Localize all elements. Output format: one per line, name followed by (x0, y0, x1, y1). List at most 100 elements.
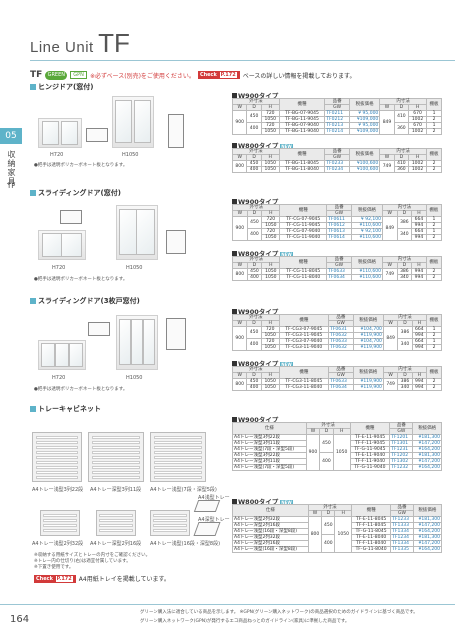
tray-drawer (35, 476, 79, 479)
tray-w800-title: W800タイプ NEW (232, 496, 293, 506)
sliding-w900-title: W900タイプ (232, 196, 278, 206)
hinge-w900-table: 外寸法 機種 品番 税抜価格 内寸法 棚板 W D H GW W D H 900 450 720 TF-BG… (231, 98, 442, 135)
table-row: A4トレー浅型(7段・深型5段) TF-G-11-9040 TF1232 ¥164,2… (232, 464, 442, 471)
tray-drawer (154, 446, 202, 449)
hinge-note: ●把手は透明ポリカーボネート板となります。 (34, 163, 128, 168)
sliding3-h1050-label: H1050 (126, 375, 143, 381)
table-row: 800 450 1050 TF-CG-11-8045 TF0633 ¥110,600 749… (232, 268, 443, 281)
tray-drawer (35, 456, 79, 459)
tray-drawer (99, 519, 133, 522)
hinge-h720-image (38, 118, 82, 148)
tray-drawer (92, 446, 140, 449)
check-badge: Check P.172 (197, 71, 240, 79)
tray-drawer (92, 436, 140, 439)
chapter-sub: TF (7, 182, 16, 190)
sliding-side-diagram (166, 230, 186, 254)
sliding3-w900-title: W900タイプ (232, 306, 278, 316)
sliding3-w800-table: 外寸法 機種 品番 税抜価格 内寸法 棚板 W D H GW W D H 800 450 1050 TF-C… (231, 366, 442, 391)
tray-drawer (154, 476, 202, 479)
tray-drawer (154, 456, 202, 459)
tray-drawer (154, 441, 202, 444)
table-row: A4トレー浅型(16段・深型8段) TF-G-11-8040 TF1335 ¥164,… (232, 546, 443, 553)
tray-drawer (35, 471, 79, 474)
tray-drawer (154, 471, 202, 474)
tray-section-title: トレーキャビネット (30, 404, 101, 414)
square-icon (30, 190, 36, 196)
green-logo-icon: GREEN (45, 70, 68, 80)
sliding-section-title: スライディングドア(窓付) (30, 188, 121, 198)
hinge-w800-title: W800タイプ NEW (232, 140, 293, 150)
tray-drawer (43, 529, 77, 532)
table-row: 1050 TF-CG3-11-9040 TF0632 ¥119,900 994 2 (233, 344, 442, 351)
sliding3-h720-label: H720 (52, 375, 66, 381)
tray-w800-table: 仕様 外寸法 機種 品番 税抜価格 W D H GW A4トレー浅型2列32段 800 450 10… (232, 504, 443, 553)
tray-image-1 (32, 432, 82, 482)
tray-drawer (43, 524, 77, 527)
chapter-tab: 05 (0, 128, 22, 144)
page-number: 164 (10, 614, 30, 625)
tray-drawer (43, 514, 77, 517)
square-icon (30, 406, 36, 412)
table-row: 400 1050 TF-CG-11-8040 TF0634 ¥110,600 340 994… (233, 274, 443, 281)
tray-label-5: A4トレー深型2列16段 (90, 541, 142, 547)
sliding-w900-table: 外寸法 機種 品番 税抜価格 内寸法 棚板 W D H GW W D H 900 450 720 TF-CG… (231, 204, 443, 241)
tray-image-2 (88, 432, 144, 482)
sliding-note: ●把手は透明ポリカーボネート板となります。 (34, 277, 128, 282)
tray-deep-diagram (193, 522, 221, 536)
tray-drawer (92, 456, 140, 459)
tray-label-6: A4トレー浅型(16段・深型8段) (150, 541, 221, 547)
footer-note-1: グリーン購入法に適合している商品を示します。 ※GPN(グリーン購入ネットワーク… (140, 610, 418, 615)
sliding3-w800-title: W800タイプ NEW (232, 358, 293, 368)
sliding-w800-table: 外寸法 機種 品番 税抜価格 内寸法 棚板 W D H GW W D H 800 450 1050 TF-C… (231, 256, 443, 281)
tray-drawer (92, 461, 140, 464)
table-row: 400 720 TF-BG-07-9040 TF0213 ¥ 95,000 360 670 1 (233, 122, 442, 135)
tray-drawer (154, 436, 202, 439)
check-text: ベースの詳しい情報を掲載しております。 (242, 72, 356, 80)
table-row: 1050 TF-BG-11-9040 TF0214 ¥109,000 1002 2 (233, 128, 442, 135)
sliding3-diagram (88, 322, 110, 336)
tray-drawer (35, 466, 79, 469)
square-icon (30, 84, 36, 90)
tray-drawer (99, 529, 133, 532)
sliding3-side-diagram (166, 318, 186, 350)
series-row: TF GREEN GPN ※必ずベース(別売)をご使用ください。 Check P… (30, 70, 355, 80)
tray-w900-table: 仕様 外寸法 機種 品番 税抜価格 W D H GW A4トレー浅型3列22段 900 450 10… (232, 422, 442, 471)
tray-image-4 (40, 510, 80, 536)
tray-shallow-label: A4浅型トレー (198, 495, 230, 501)
hinge-section-title: ヒンジドア(窓付) (30, 82, 93, 92)
tray-label-2: A4トレー深型3列11段 (90, 487, 142, 493)
square-icon (30, 298, 36, 304)
tray-drawer (154, 461, 202, 464)
sliding-h1050-image (116, 205, 158, 260)
tray-note-3: ※下置き使用です。 (34, 565, 74, 570)
hinge-side-diagram (168, 114, 184, 148)
tray-label-3: A4トレー浅型(7段・深型5段) (150, 487, 217, 493)
hinge-diagram (86, 128, 108, 142)
table-row: 800 450 1050 TF-CG3-11-8045 TF0633 ¥119,900 74… (231, 378, 442, 391)
table-row: 400 1050 TF-BG-11-8040 TF0234 ¥100,600 360 100… (233, 166, 442, 173)
title-prefix: Line Unit (30, 39, 94, 56)
tray-drawer (153, 514, 187, 517)
sliding-h720-image (38, 230, 86, 260)
footer-notes: グリーン購入法に適合している商品を示します。 ※GPN(グリーン購入ネットワーク… (140, 608, 418, 626)
tray-w900-title: W900タイプ (232, 414, 278, 424)
sliding3-h1050-image (116, 315, 158, 370)
page-title: Line Unit TF (30, 28, 130, 59)
hinge-w900-title: W900タイプ (232, 90, 278, 100)
tray-deep-label: A4深型トレー (198, 517, 230, 523)
table-row: A4トレー深型3列11段 TF-F-11-9045 TF1301 ¥147,200 (232, 440, 442, 447)
tray-image-6 (150, 510, 190, 536)
tray-drawer (92, 466, 140, 469)
tray-drawer (35, 461, 79, 464)
title-main: TF (98, 28, 130, 58)
hinge-h1050-label: H1050 (122, 152, 139, 158)
tray-drawer (92, 451, 140, 454)
tray-drawer (99, 524, 133, 527)
sliding3-section-title: スライディングドア(3枚戸窓付) (30, 296, 140, 306)
hinge-h1050-image (112, 96, 154, 148)
header-divider (30, 60, 455, 61)
tray-check-row: Check P.172 A4用紙トレイを掲載しています。 (34, 574, 170, 583)
footer-divider (0, 604, 455, 605)
footer-note-2: グリーン購入ネットワーク(GPN)が発行するエコ商品ねっとのガイドライン(家具)… (140, 619, 350, 624)
chapter-label: 収納家具 (7, 150, 16, 186)
